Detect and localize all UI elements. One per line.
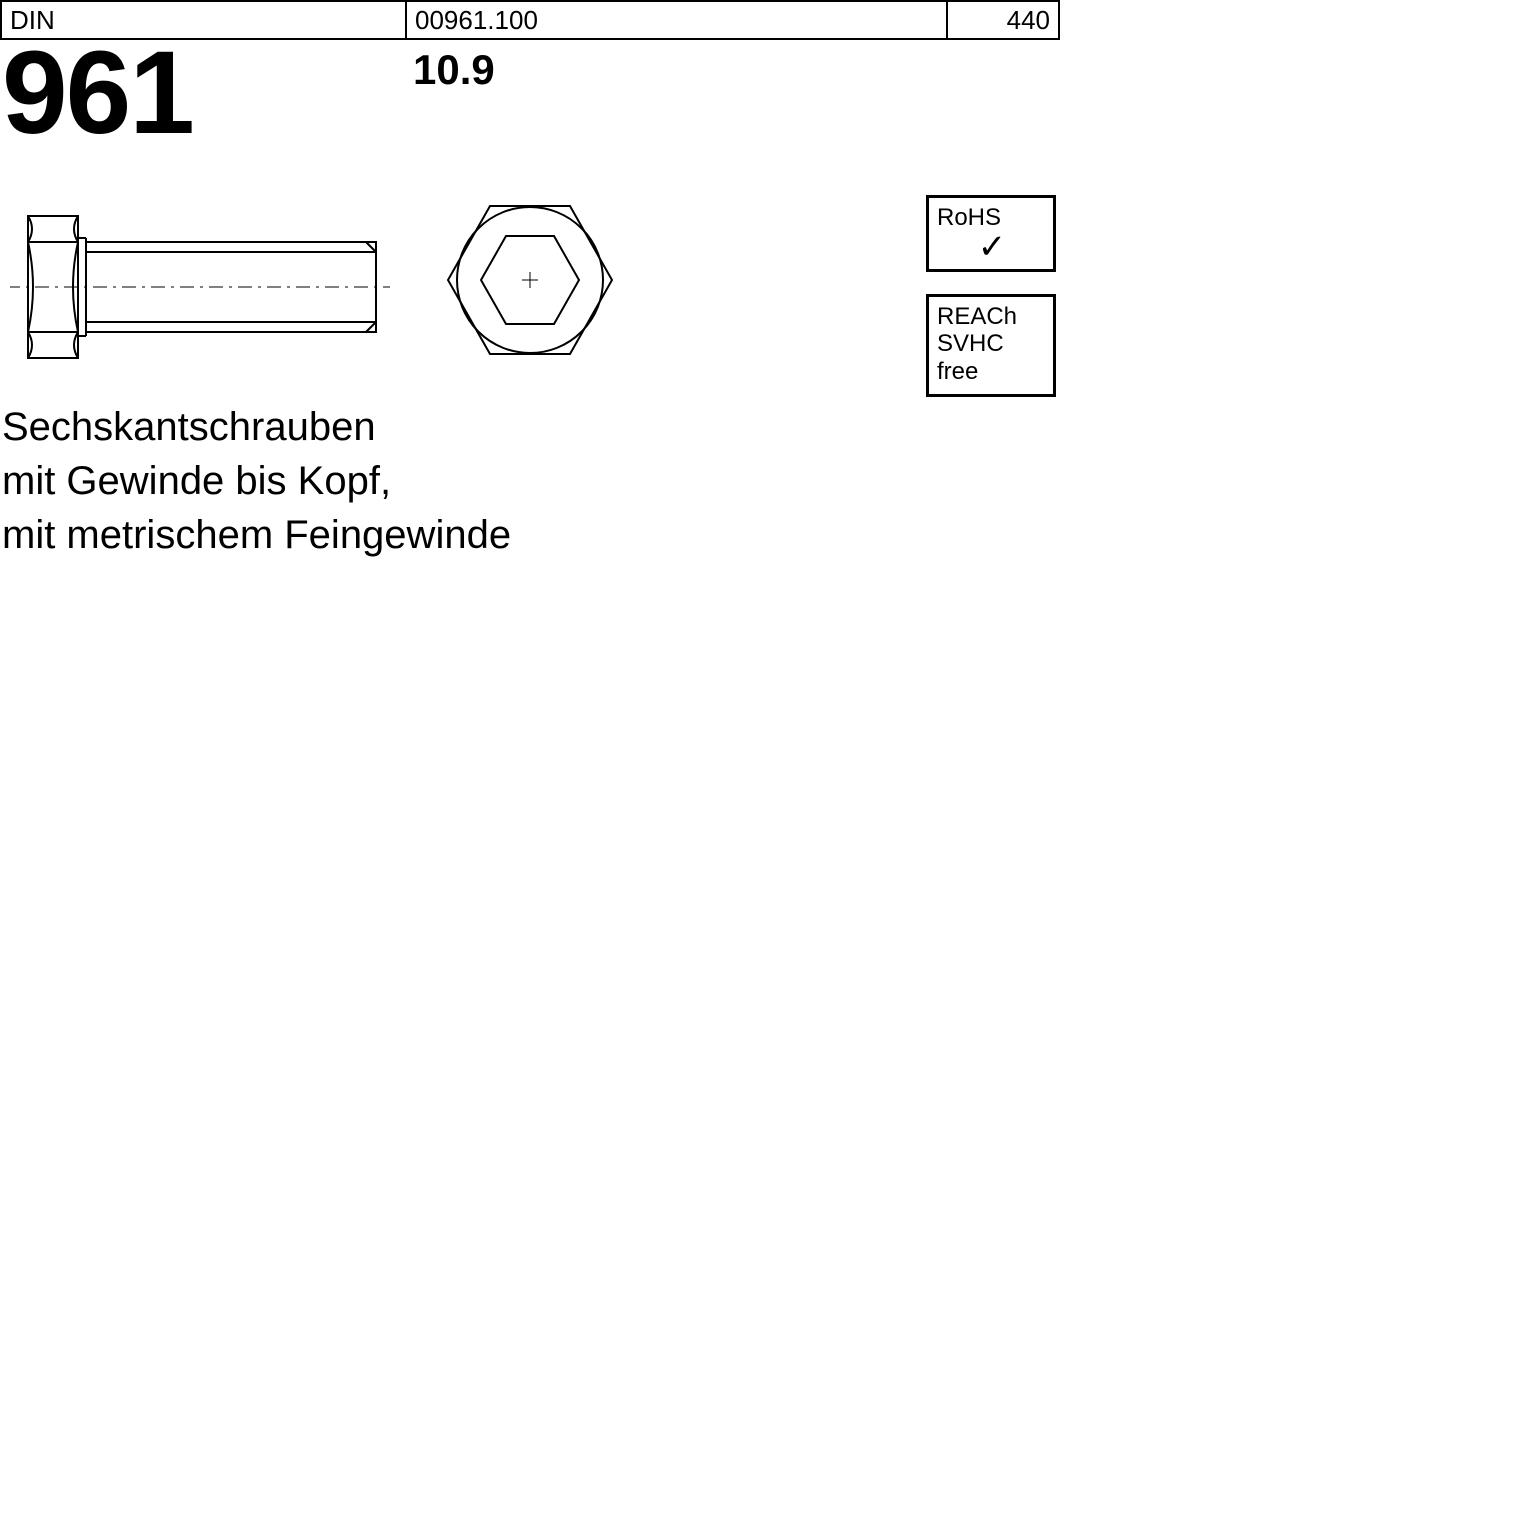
bolt-side-view-icon <box>10 202 390 372</box>
rohs-badge: RoHS ✓ <box>926 195 1056 272</box>
compliance-badges: RoHS ✓ REACh SVHC free <box>926 195 1056 419</box>
reach-line-1: REACh <box>937 303 1047 331</box>
datasheet: DIN 00961.100 440 961 10.9 <box>0 0 1060 562</box>
description-line-3: mit metrischem Feingewinde <box>2 508 1060 562</box>
reach-badge: REACh SVHC free <box>926 294 1056 397</box>
check-icon: ✓ <box>937 234 1047 261</box>
din-number: 961 <box>0 34 405 152</box>
technical-drawing <box>0 182 1060 382</box>
reach-line-2: SVHC <box>937 330 1047 358</box>
title-row: 961 10.9 <box>0 34 1060 152</box>
strength-grade: 10.9 <box>405 34 495 94</box>
bolt-front-view-icon <box>440 190 620 370</box>
header-page: 440 <box>948 2 1058 38</box>
description-title: Sechskantschrauben <box>2 400 1060 454</box>
header-code: 00961.100 <box>407 2 948 38</box>
reach-line-3: free <box>937 358 1047 386</box>
description: Sechskantschrauben mit Gewinde bis Kopf,… <box>0 400 1060 562</box>
description-line-2: mit Gewinde bis Kopf, <box>2 454 1060 508</box>
